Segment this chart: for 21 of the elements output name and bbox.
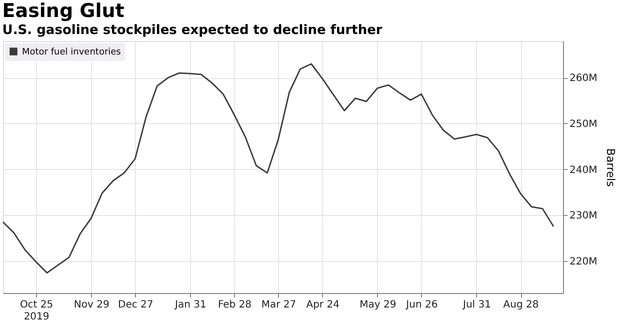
y-tick-label: 230M: [570, 210, 598, 222]
chart-title: Easing Glut: [2, 0, 124, 22]
x-tick-label: Mar 27: [261, 300, 296, 310]
y-tick-label: 240M: [570, 164, 598, 176]
x-tick-label: Jun 26: [405, 300, 438, 310]
x-tick-label: Dec 27: [118, 300, 154, 310]
x-tick-label: Aug 28: [503, 300, 539, 310]
x-tick-label: Apr 24: [306, 300, 340, 310]
x-tick-label: Jul 31: [462, 300, 491, 310]
line-series: [2, 63, 554, 274]
x-tick-label: Oct 25 2019: [20, 300, 54, 322]
legend-label: Motor fuel inventories: [22, 48, 122, 58]
y-axis-title: Barrels: [604, 148, 618, 187]
x-tick-label: Feb 28: [218, 300, 252, 310]
y-tick-label: 220M: [570, 256, 598, 268]
y-tick-label: 260M: [570, 73, 598, 84]
x-tick-label: May 29: [360, 300, 396, 310]
chart-subtitle: U.S. gasoline stockpiles expected to decline further: [2, 23, 383, 38]
x-tick-label: Jan 31: [174, 300, 206, 310]
x-tick-label: Nov 29: [74, 300, 110, 310]
y-tick-label: 250M: [570, 118, 598, 130]
